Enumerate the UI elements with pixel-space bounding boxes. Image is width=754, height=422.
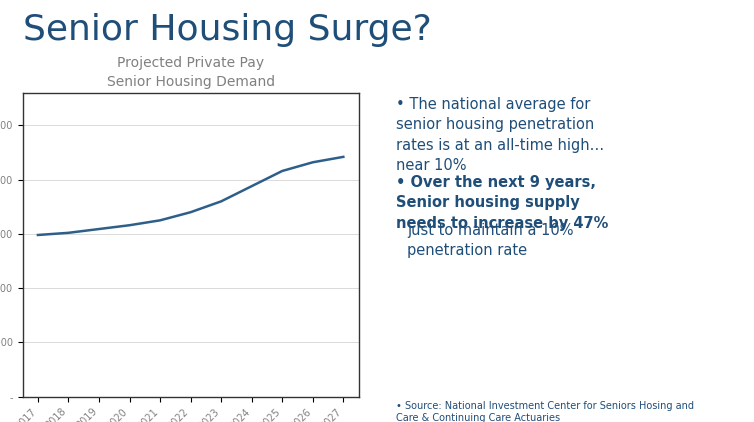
Title: Projected Private Pay
Senior Housing Demand: Projected Private Pay Senior Housing Dem…: [106, 57, 274, 89]
Text: • Source: National Investment Center for Seniors Hosing and
Care & Continuing Ca: • Source: National Investment Center for…: [396, 401, 694, 422]
Text: Senior Housing Surge?: Senior Housing Surge?: [23, 13, 431, 47]
Text: • Over the next 9 years,
Senior housing supply
needs to increase by 47%: • Over the next 9 years, Senior housing …: [396, 175, 608, 231]
Text: • The national average for
senior housing penetration
rates is at an all-time hi: • The national average for senior housin…: [396, 97, 604, 173]
Text: just to maintain a 10%
penetration rate: just to maintain a 10% penetration rate: [407, 223, 574, 258]
